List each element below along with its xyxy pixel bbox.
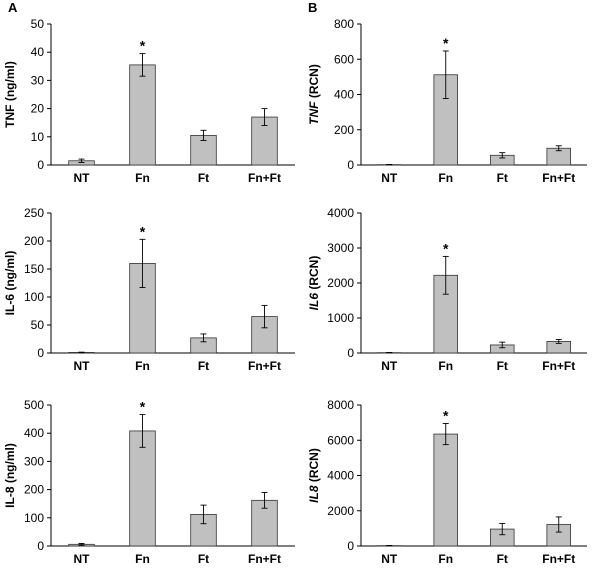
category-label: Ft bbox=[497, 552, 508, 566]
chart-b3: 0 2000 4000 6000 8000 IL8 (RCN) NT * Fn Ft Fn+Ft bbox=[307, 398, 587, 566]
y-tick-label: 400 bbox=[24, 426, 44, 440]
y-tick-label: 0 bbox=[347, 158, 354, 172]
y-tick-label: 4000 bbox=[327, 469, 354, 483]
bar-Fn bbox=[129, 430, 156, 547]
y-axis-title: IL-8 (ng/ml) bbox=[3, 443, 17, 508]
category-label: Fn+Ft bbox=[248, 359, 281, 373]
y-axis-title: TNF (ng/ml) bbox=[3, 61, 17, 128]
category-label: NT bbox=[381, 359, 398, 373]
chart-b1: 0 200 400 600 800 TNF (RCN) NT * Fn Ft Fn+Ft bbox=[307, 17, 587, 185]
chart-a1: 0 10 20 30 40 50 TNF (ng/ml) NT * Fn Ft Fn+Ft bbox=[3, 17, 295, 185]
y-tick-label: 150 bbox=[24, 262, 44, 276]
significance-marker: * bbox=[443, 35, 449, 51]
chart-b2: 0 1000 2000 3000 4000 IL6 (RCN) NT * Fn Ft Fn+Ft bbox=[307, 206, 587, 373]
category-label: Fn bbox=[438, 359, 453, 373]
panel-label-b: B bbox=[308, 0, 318, 15]
y-tick-label: 1000 bbox=[327, 311, 354, 325]
significance-marker: * bbox=[140, 38, 146, 54]
category-label: NT bbox=[74, 359, 91, 373]
y-tick-label: 10 bbox=[31, 130, 45, 144]
category-label: Fn+Ft bbox=[542, 171, 575, 185]
category-label: Fn bbox=[135, 171, 150, 185]
y-tick-label: 0 bbox=[37, 158, 44, 172]
y-tick-label: 2000 bbox=[327, 504, 354, 518]
panel-label-a: A bbox=[8, 0, 18, 15]
significance-marker: * bbox=[140, 223, 146, 239]
y-axis-title: IL-6 (ng/ml) bbox=[3, 251, 17, 316]
chart-a2: 0 50 100 150 200 250 IL-6 (ng/ml) NT * Fn Ft Fn+Ft bbox=[3, 206, 295, 373]
category-label: Fn+Ft bbox=[248, 552, 281, 566]
category-label: Ft bbox=[198, 552, 209, 566]
category-label: NT bbox=[74, 552, 91, 566]
category-label: NT bbox=[74, 171, 91, 185]
category-label: Fn bbox=[135, 552, 150, 566]
y-tick-label: 0 bbox=[347, 346, 354, 360]
category-label: Ft bbox=[198, 171, 209, 185]
y-tick-label: 200 bbox=[334, 123, 354, 137]
y-tick-label: 800 bbox=[334, 17, 354, 31]
category-label: NT bbox=[381, 171, 398, 185]
y-tick-label: 100 bbox=[24, 511, 44, 525]
y-tick-label: 6000 bbox=[327, 433, 354, 447]
y-tick-label: 200 bbox=[24, 483, 44, 497]
y-tick-label: 200 bbox=[24, 234, 44, 248]
category-label: NT bbox=[381, 552, 398, 566]
y-axis-title: TNF (RCN) bbox=[307, 64, 321, 125]
y-tick-label: 500 bbox=[24, 398, 44, 412]
y-tick-label: 50 bbox=[31, 318, 45, 332]
y-tick-label: 2000 bbox=[327, 276, 354, 290]
y-tick-label: 250 bbox=[24, 206, 44, 220]
y-tick-label: 0 bbox=[347, 539, 354, 553]
category-label: Ft bbox=[198, 359, 209, 373]
y-tick-label: 300 bbox=[24, 454, 44, 468]
significance-marker: * bbox=[140, 399, 146, 415]
y-tick-label: 4000 bbox=[327, 206, 354, 220]
bar-Fn bbox=[433, 433, 459, 547]
y-tick-label: 600 bbox=[334, 52, 354, 66]
y-tick-label: 0 bbox=[37, 539, 44, 553]
y-tick-label: 40 bbox=[31, 45, 45, 59]
significance-marker: * bbox=[443, 240, 449, 256]
y-axis-title: IL8 (RCN) bbox=[307, 448, 321, 503]
category-label: Fn bbox=[438, 171, 453, 185]
y-tick-label: 0 bbox=[37, 346, 44, 360]
bar-Fn bbox=[129, 64, 156, 166]
y-tick-label: 400 bbox=[334, 88, 354, 102]
significance-marker: * bbox=[443, 408, 449, 424]
y-tick-label: 20 bbox=[31, 102, 45, 116]
category-label: Fn+Ft bbox=[542, 359, 575, 373]
y-tick-label: 30 bbox=[31, 73, 45, 87]
y-axis-title: IL6 (RCN) bbox=[307, 256, 321, 311]
y-tick-label: 50 bbox=[31, 17, 45, 31]
y-tick-label: 3000 bbox=[327, 241, 354, 255]
y-tick-label: 100 bbox=[24, 290, 44, 304]
category-label: Ft bbox=[497, 171, 508, 185]
category-label: Fn bbox=[135, 359, 150, 373]
category-label: Ft bbox=[497, 359, 508, 373]
y-tick-label: 8000 bbox=[327, 398, 354, 412]
category-label: Fn+Ft bbox=[248, 171, 281, 185]
chart-a3: 0 100 200 300 400 500 IL-8 (ng/ml) NT * Fn Ft Fn+Ft bbox=[3, 398, 295, 566]
category-label: Fn bbox=[438, 552, 453, 566]
category-label: Fn+Ft bbox=[542, 552, 575, 566]
